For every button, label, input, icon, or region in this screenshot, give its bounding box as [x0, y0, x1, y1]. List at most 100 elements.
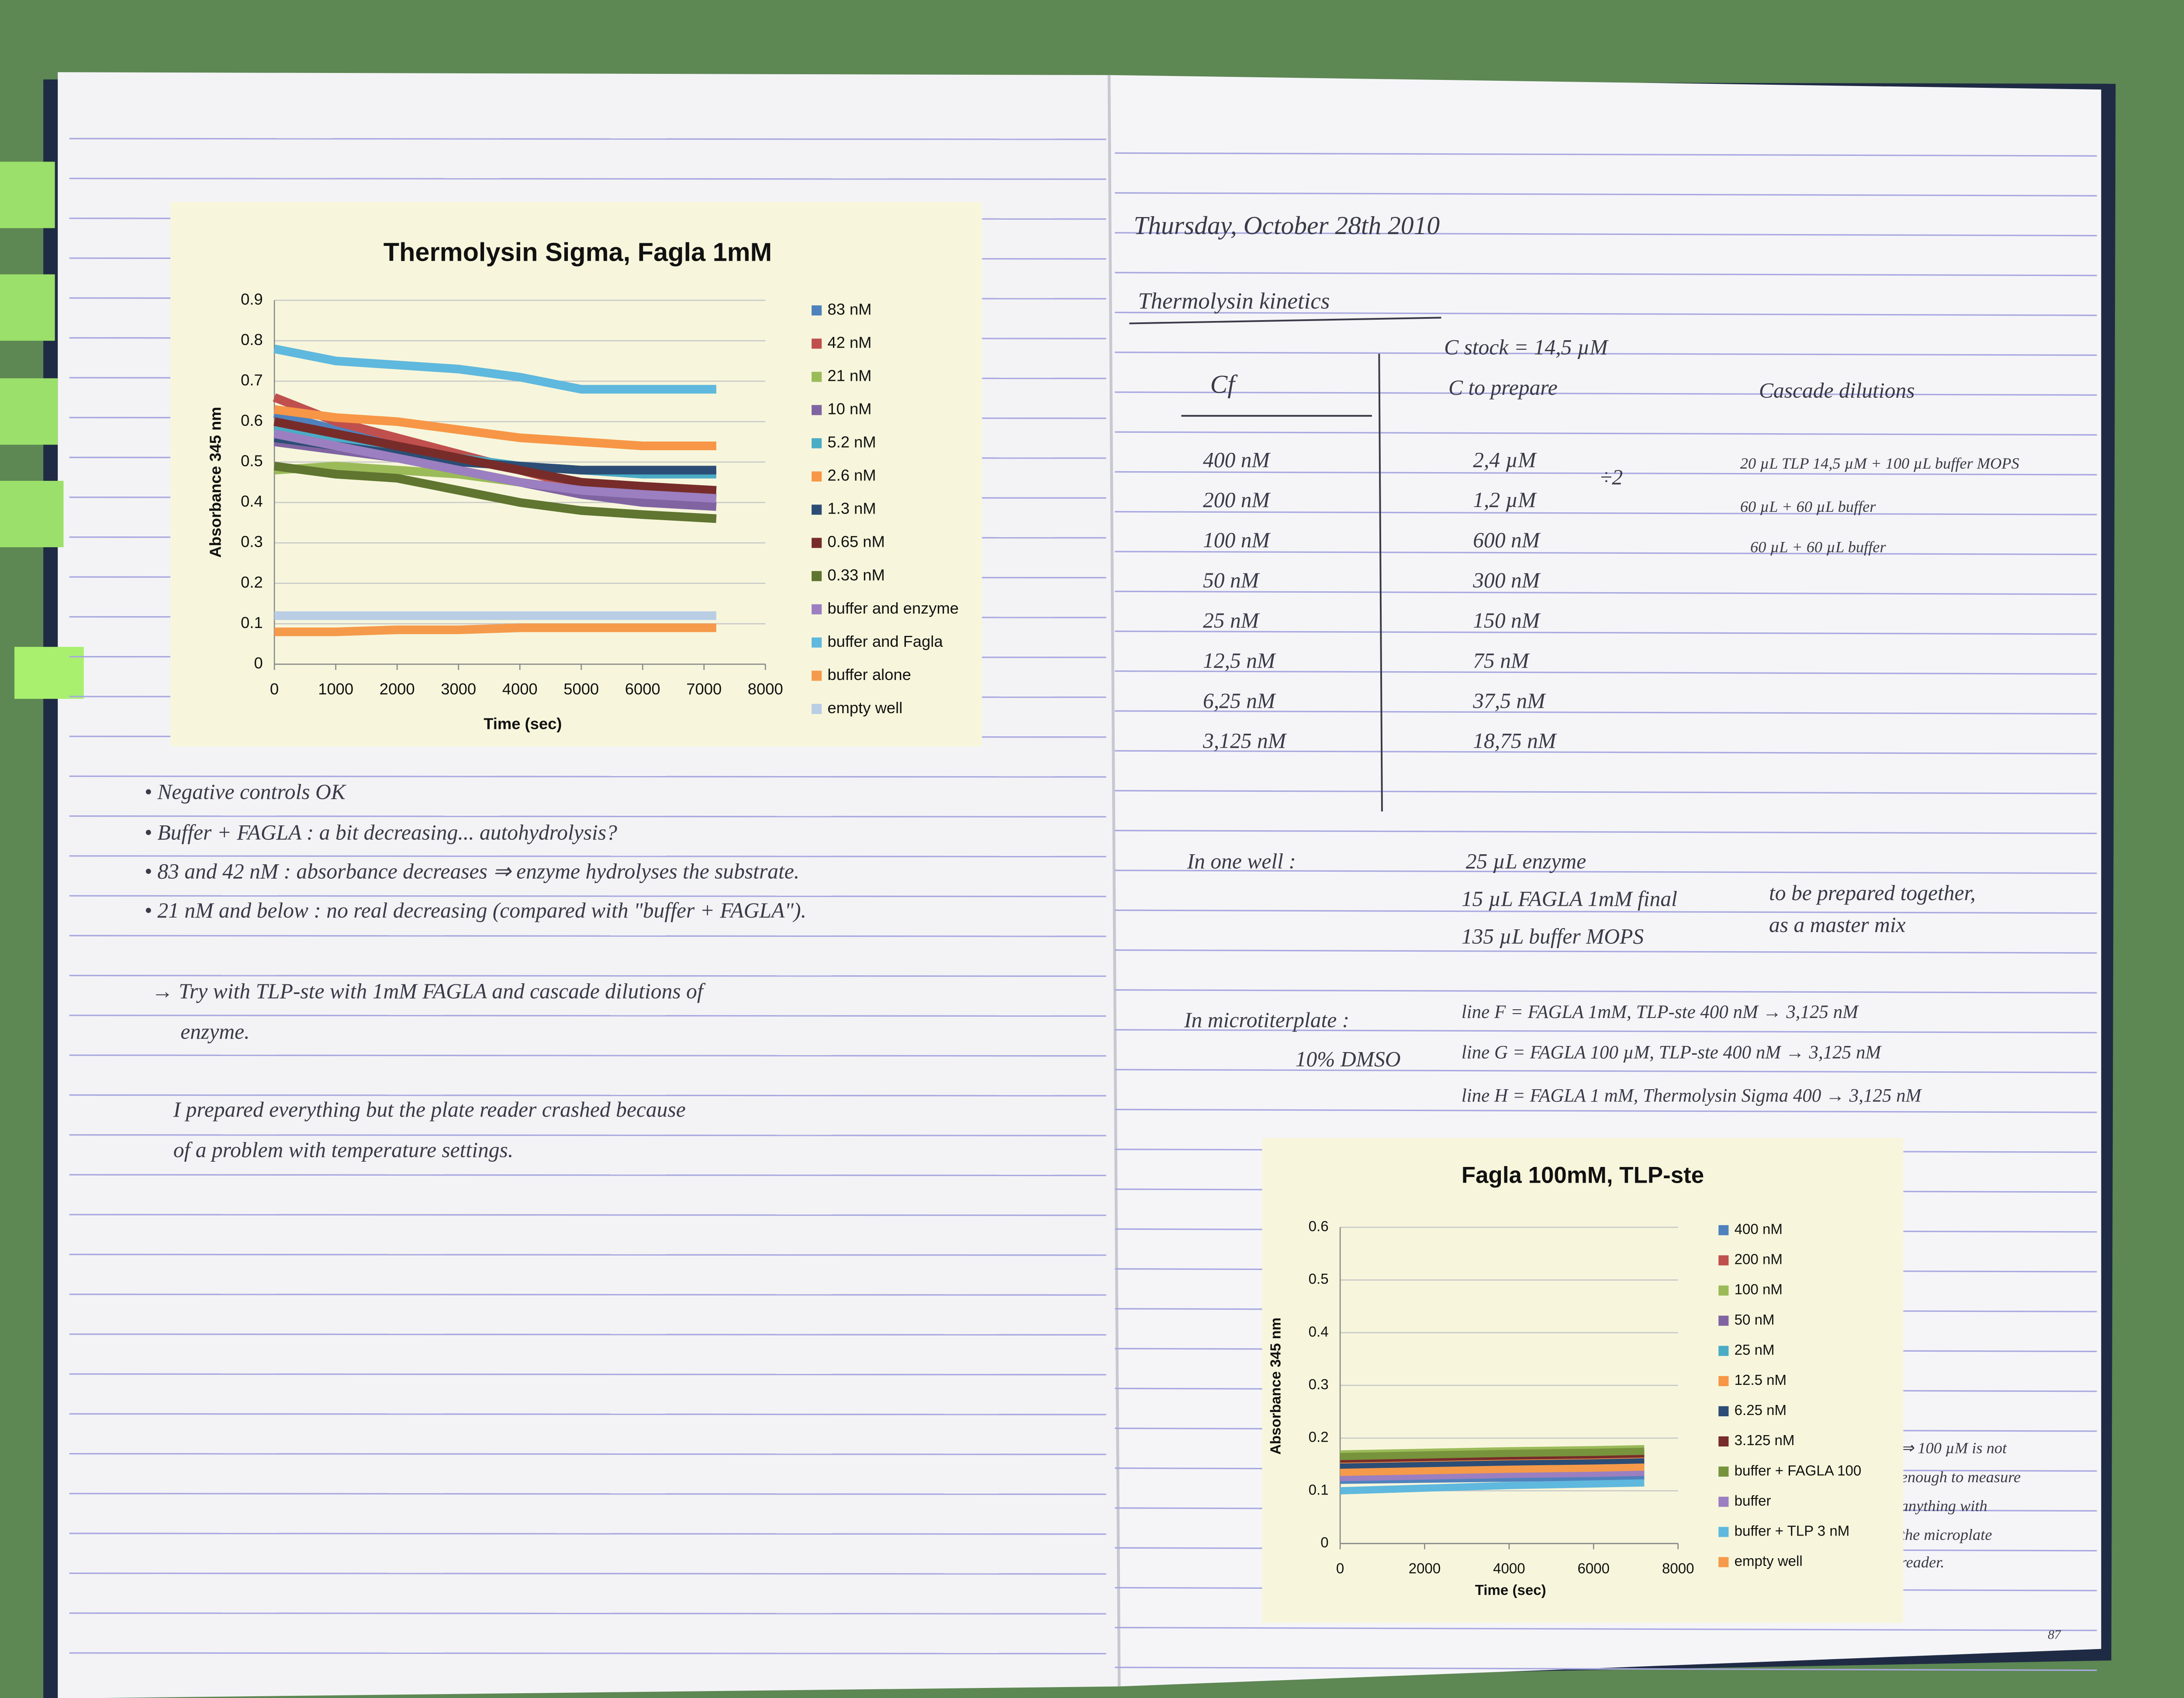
x-tick-label: 6000	[625, 680, 660, 698]
plate-line: line F = FAGLA 1mM, TLP-ste 400 nM → 3,1…	[1462, 1002, 1859, 1022]
x-tick-label: 2000	[380, 680, 415, 698]
chart-card	[1262, 1138, 1904, 1623]
rule	[69, 1293, 1106, 1296]
chart-note: ⇒ 100 µM is not	[1901, 1439, 2007, 1457]
chart: Fagla 100mM, TLP-ste Absorbance 345 nm Tim…	[1262, 1138, 1904, 1623]
table-rule	[1378, 353, 1383, 812]
plate-line: line H = FAGLA 1 mM, Thermolysin Sigma 4…	[1462, 1086, 1922, 1106]
note: → Try with TLP-ste with 1mM FAGLA and ca…	[152, 979, 706, 1003]
rule	[69, 1094, 1106, 1097]
page-number: 87	[2048, 1628, 2061, 1642]
x-tick-label: 8000	[1662, 1560, 1694, 1577]
well-label: In one well :	[1187, 849, 1296, 873]
y-tick-label: 0	[1320, 1535, 1328, 1551]
legend-label: buffer + FAGLA 100	[1735, 1463, 1862, 1479]
rule	[69, 1373, 1106, 1376]
rule	[69, 1333, 1106, 1336]
legend-swatch	[1718, 1255, 1729, 1266]
rule	[1115, 232, 2097, 237]
legend-label: 5.2 nM	[827, 433, 876, 451]
y-axis-label: Absorbance 345 nm	[1268, 1318, 1284, 1455]
chart-title: Fagla 100mM, TLP-ste	[1462, 1162, 1704, 1188]
dilution: 60 µL + 60 µL buffer	[1750, 538, 1886, 556]
table-header: Cascade dilutions	[1759, 379, 1915, 403]
legend-swatch	[812, 471, 822, 482]
heading: Thermolysin kinetics	[1138, 288, 1330, 314]
series-line	[273, 462, 717, 523]
well-line: 25 µL enzyme	[1466, 849, 1586, 873]
rule	[1115, 1069, 2097, 1073]
table-cell: 12,5 nM	[1203, 649, 1276, 673]
note: I prepared everything but the plate read…	[173, 1097, 686, 1122]
gutter	[1107, 75, 1121, 1687]
legend-swatch	[1718, 1527, 1729, 1537]
well-note: to be prepared together,	[1769, 881, 1976, 905]
legend-label: buffer and enzyme	[827, 599, 959, 617]
rule	[1115, 152, 2097, 157]
rule	[69, 1054, 1106, 1057]
legend-label: 0.33 nM	[827, 566, 885, 584]
series-line	[273, 405, 716, 450]
note: • Buffer + FAGLA : a bit decreasing... a…	[145, 820, 617, 844]
rule	[69, 974, 1106, 977]
y-tick-label: 0.8	[241, 331, 263, 349]
table-cell: 300 nM	[1472, 568, 1541, 592]
legend-swatch	[1718, 1436, 1729, 1447]
table-cell: 200 nM	[1203, 488, 1271, 512]
rule	[1115, 431, 2097, 436]
chart-title: Thermolysin Sigma, Fagla 1mM	[384, 238, 772, 267]
rule	[69, 815, 1106, 818]
y-axis-label: Absorbance 345 nm	[207, 407, 225, 558]
rule	[69, 1015, 1106, 1017]
note: enzyme.	[180, 1020, 249, 1044]
table-cell: 6,25 nM	[1203, 689, 1276, 713]
x-tick-label: 2000	[1409, 1560, 1441, 1577]
rule	[1115, 870, 2097, 874]
legend-label: 400 nM	[1735, 1222, 1783, 1238]
legend-swatch	[1718, 1406, 1729, 1416]
y-tick-label: 0.6	[1309, 1218, 1329, 1235]
rule	[1115, 272, 2097, 276]
chart-note: reader.	[1901, 1553, 1945, 1571]
x-axis-label: Time (sec)	[484, 714, 562, 732]
y-tick-label: 0.4	[1309, 1324, 1329, 1340]
rule	[69, 855, 1106, 858]
stock: C stock = 14,5 µM	[1444, 335, 1609, 359]
dilution: 60 µL + 60 µL buffer	[1740, 498, 1876, 515]
chart-note: enough to measure	[1901, 1468, 2021, 1486]
table-cell: 75 nM	[1473, 649, 1530, 673]
well-line: 135 µL buffer MOPS	[1462, 924, 1644, 948]
chart: Thermolysin Sigma, Fagla 1mM Absorbance 3…	[170, 202, 982, 747]
rule	[69, 1174, 1106, 1177]
legend-swatch	[1718, 1346, 1729, 1356]
rule	[69, 1612, 1106, 1615]
series-line	[1340, 1463, 1645, 1476]
y-tick-label: 0	[254, 654, 263, 672]
note: • 21 nM and below : no real decreasing (…	[145, 898, 806, 922]
legend-swatch	[1718, 1467, 1729, 1477]
series-line	[1340, 1469, 1645, 1481]
charts: Thermolysin Sigma, Fagla 1mM Absorbance 3…	[170, 202, 1904, 1623]
legend-swatch	[1718, 1225, 1729, 1236]
legend-label: 21 nM	[827, 367, 871, 385]
table-header: Cf	[1210, 370, 1238, 399]
dilution: 20 µL TLP 14,5 µM + 100 µL buffer MOPS	[1740, 455, 2019, 472]
rule	[1115, 311, 2097, 316]
rule	[1115, 391, 2097, 396]
legend-label: 200 nM	[1735, 1252, 1783, 1268]
series-line	[1340, 1479, 1645, 1494]
y-tick-label: 0.9	[241, 290, 263, 308]
legend-label: 42 nM	[827, 333, 871, 351]
legend-swatch	[812, 538, 822, 548]
legend-swatch	[1718, 1376, 1729, 1386]
tab	[14, 647, 84, 699]
legend-swatch	[1718, 1557, 1729, 1567]
legend-label: empty well	[827, 699, 902, 717]
y-tick-label: 0.6	[241, 411, 263, 429]
underline	[1129, 317, 1441, 324]
x-tick-label: 0	[270, 680, 279, 698]
tab	[0, 378, 58, 445]
legend-label: buffer	[1735, 1493, 1771, 1509]
x-tick-label: 4000	[502, 680, 538, 698]
